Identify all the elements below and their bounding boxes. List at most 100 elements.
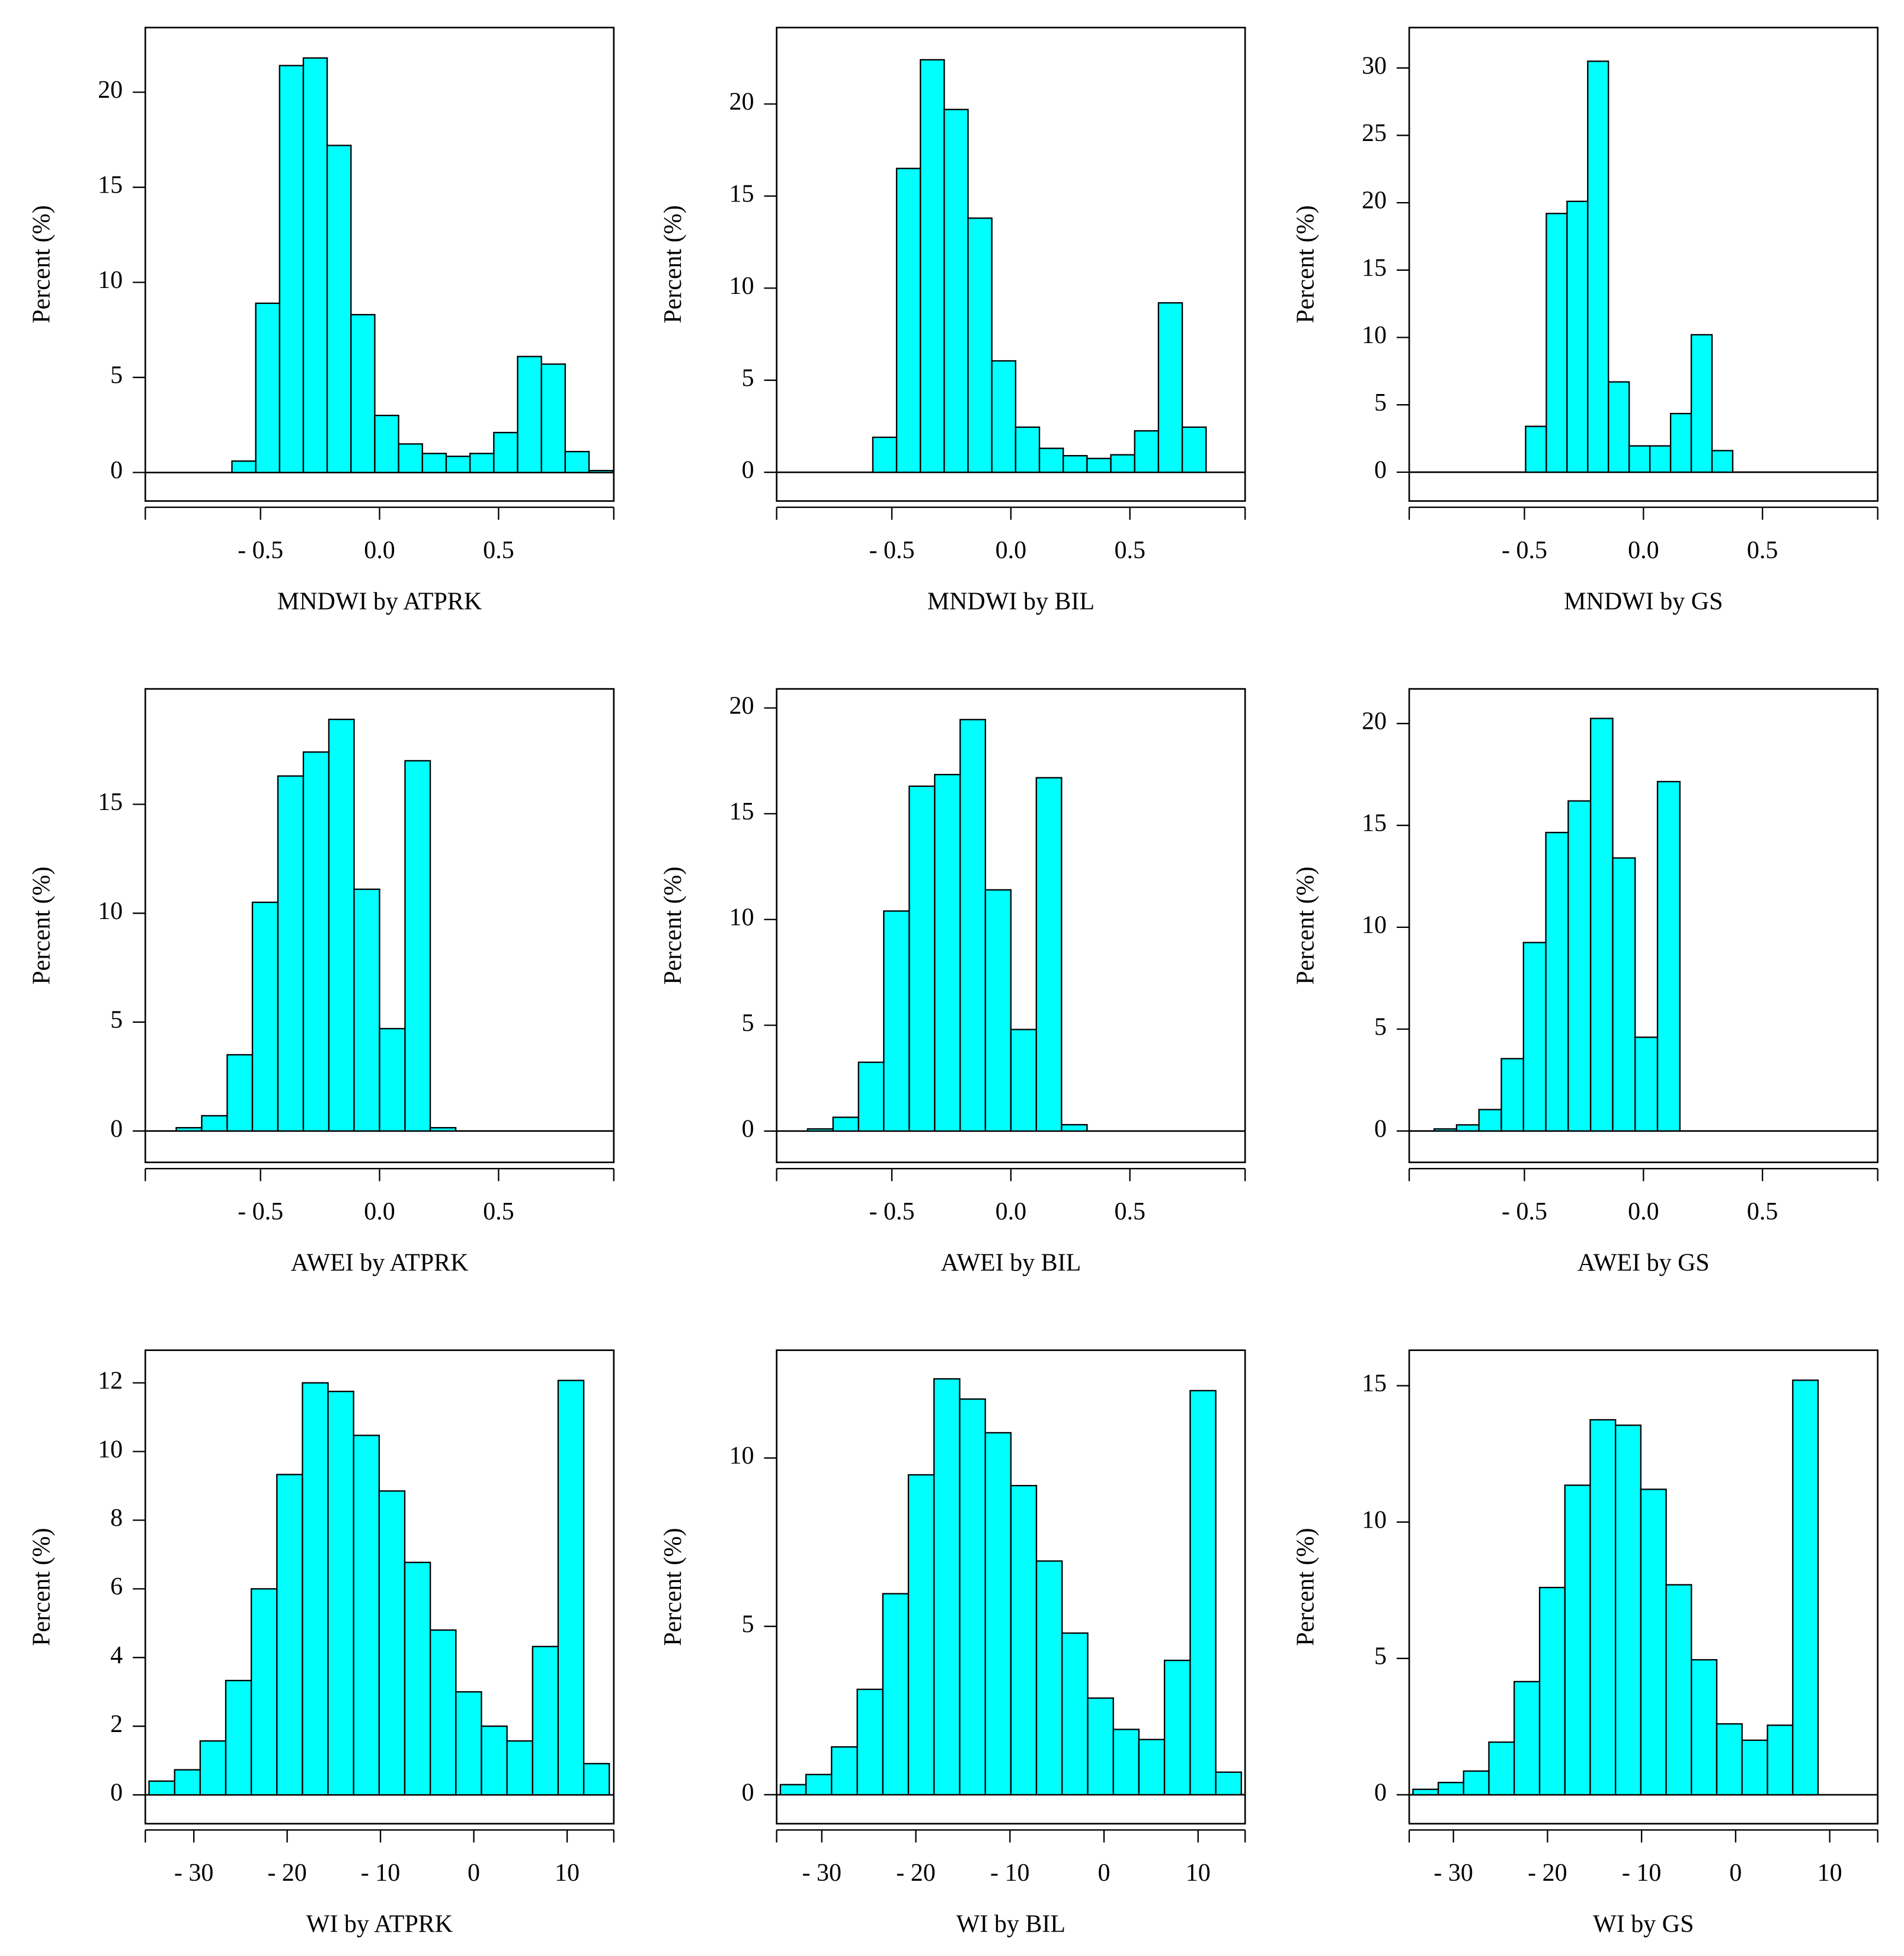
plot-box — [1408, 688, 1879, 1163]
histogram-bar — [517, 356, 542, 473]
x-tick-label: - 0.5 — [1502, 1198, 1547, 1225]
histogram-bar — [1767, 1724, 1794, 1796]
histogram-bar — [1792, 1379, 1819, 1796]
y-tick-label: 20 — [729, 692, 754, 719]
histogram-bar — [907, 1474, 935, 1796]
histogram-bar — [1634, 1036, 1659, 1132]
y-tick-label: 2 — [110, 1711, 123, 1738]
y-tick-label: 10 — [729, 1442, 754, 1470]
histogram-bar — [831, 1746, 858, 1796]
y-tick-label: 0 — [110, 1115, 123, 1142]
histogram-bar — [429, 1127, 457, 1132]
y-tick-label: 0 — [1374, 1779, 1387, 1807]
histogram-bar — [201, 1115, 228, 1132]
histogram-bar — [1063, 454, 1088, 473]
histogram-bar — [959, 1398, 986, 1796]
histogram-bar — [967, 217, 993, 473]
histogram-bar — [588, 470, 614, 473]
y-axis-label: Percent (%) — [1292, 205, 1319, 323]
histogram-bar — [872, 436, 898, 473]
histogram-bar — [1589, 1419, 1617, 1796]
histogram-bar — [421, 453, 447, 473]
histogram-bar — [277, 775, 305, 1132]
histogram-bar — [1711, 450, 1734, 473]
x-tick-label: - 0.5 — [1502, 537, 1547, 564]
histogram-bar — [1163, 1659, 1191, 1796]
y-tick-label: 5 — [742, 364, 754, 392]
x-tick-label: - 0.5 — [238, 1198, 283, 1225]
histogram-bar — [1010, 1029, 1037, 1132]
y-tick-label: 5 — [110, 362, 123, 389]
x-axis-label: WI by ATPRK — [306, 1911, 453, 1938]
y-tick-label: 25 — [1362, 120, 1387, 147]
histogram-bar — [398, 443, 423, 473]
histogram-bar — [1087, 1697, 1114, 1796]
histogram-bar — [984, 1432, 1012, 1796]
x-tick-label: 0.5 — [1114, 1198, 1145, 1225]
histogram-bar — [895, 168, 921, 473]
y-axis-label: Percent (%) — [28, 1528, 56, 1646]
y-tick-label: 30 — [1362, 52, 1387, 79]
histogram-bar — [1157, 302, 1183, 473]
histogram-bar — [302, 751, 330, 1132]
histogram-bar — [328, 718, 355, 1132]
plot-box — [776, 27, 1246, 502]
histogram-bar — [174, 1769, 201, 1796]
histogram-bar — [276, 1474, 303, 1796]
plot-box — [144, 688, 615, 1163]
histogram-bar — [302, 57, 328, 473]
histogram-bar — [1525, 425, 1547, 473]
histogram-bar — [1112, 1728, 1140, 1796]
x-axis-label: MNDWI by GS — [1564, 588, 1723, 615]
x-axis-label: MNDWI by ATPRK — [277, 588, 482, 615]
y-axis-label: Percent (%) — [660, 205, 687, 323]
histogram-bar — [583, 1763, 610, 1796]
x-axis-label: AWEI by ATPRK — [291, 1250, 469, 1277]
y-tick-label: 15 — [1362, 254, 1387, 281]
histogram-bar — [1010, 1484, 1038, 1796]
histogram-bar — [532, 1646, 559, 1796]
histogram-bar — [481, 1725, 508, 1796]
x-tick-label: 0 — [1729, 1859, 1742, 1887]
histogram-bar — [959, 719, 987, 1132]
histogram-bar — [1716, 1723, 1743, 1796]
histogram-bar — [1522, 942, 1547, 1132]
y-tick-label: 0 — [742, 457, 754, 484]
y-tick-label: 15 — [98, 789, 123, 816]
histogram-bar — [1656, 780, 1681, 1132]
histogram-bar — [353, 888, 380, 1132]
histogram-bar — [933, 1378, 961, 1796]
plot-box — [1408, 1349, 1879, 1825]
histogram-bar — [379, 1027, 406, 1132]
x-tick-label: - 0.5 — [238, 537, 283, 564]
histogram-bar — [1134, 430, 1160, 473]
histogram-bar — [1545, 831, 1569, 1132]
x-axis-label: AWEI by GS — [1577, 1250, 1710, 1277]
histogram-bar — [493, 431, 519, 473]
x-tick-label: 0.5 — [1747, 1198, 1778, 1225]
x-tick-label: 0.5 — [483, 537, 514, 564]
histogram-bar — [279, 65, 305, 473]
histogram-bar — [350, 313, 376, 473]
histogram-bar — [327, 1391, 354, 1796]
plot-box — [776, 1349, 1246, 1825]
histogram-bar — [374, 414, 399, 473]
histogram-bar — [883, 910, 910, 1132]
y-tick-label: 20 — [98, 76, 123, 104]
x-tick-label: - 30 — [174, 1859, 214, 1887]
histogram-bar — [469, 453, 495, 473]
histogram-bar — [226, 1054, 254, 1132]
histogram-bar — [856, 1688, 884, 1796]
y-tick-label: 4 — [110, 1642, 123, 1669]
histogram-bar — [404, 760, 431, 1132]
x-axis-label: MNDWI by BIL — [927, 588, 1095, 615]
y-tick-label: 15 — [1362, 1370, 1387, 1397]
y-tick-label: 15 — [729, 181, 754, 208]
y-tick-label: 10 — [98, 267, 123, 294]
histogram-bar — [148, 1780, 175, 1796]
histogram-bar — [302, 1382, 329, 1796]
histogram-bar — [378, 1490, 406, 1796]
y-tick-label: 15 — [729, 798, 754, 825]
histogram-bar — [1587, 60, 1609, 473]
y-tick-label: 10 — [1362, 912, 1387, 939]
